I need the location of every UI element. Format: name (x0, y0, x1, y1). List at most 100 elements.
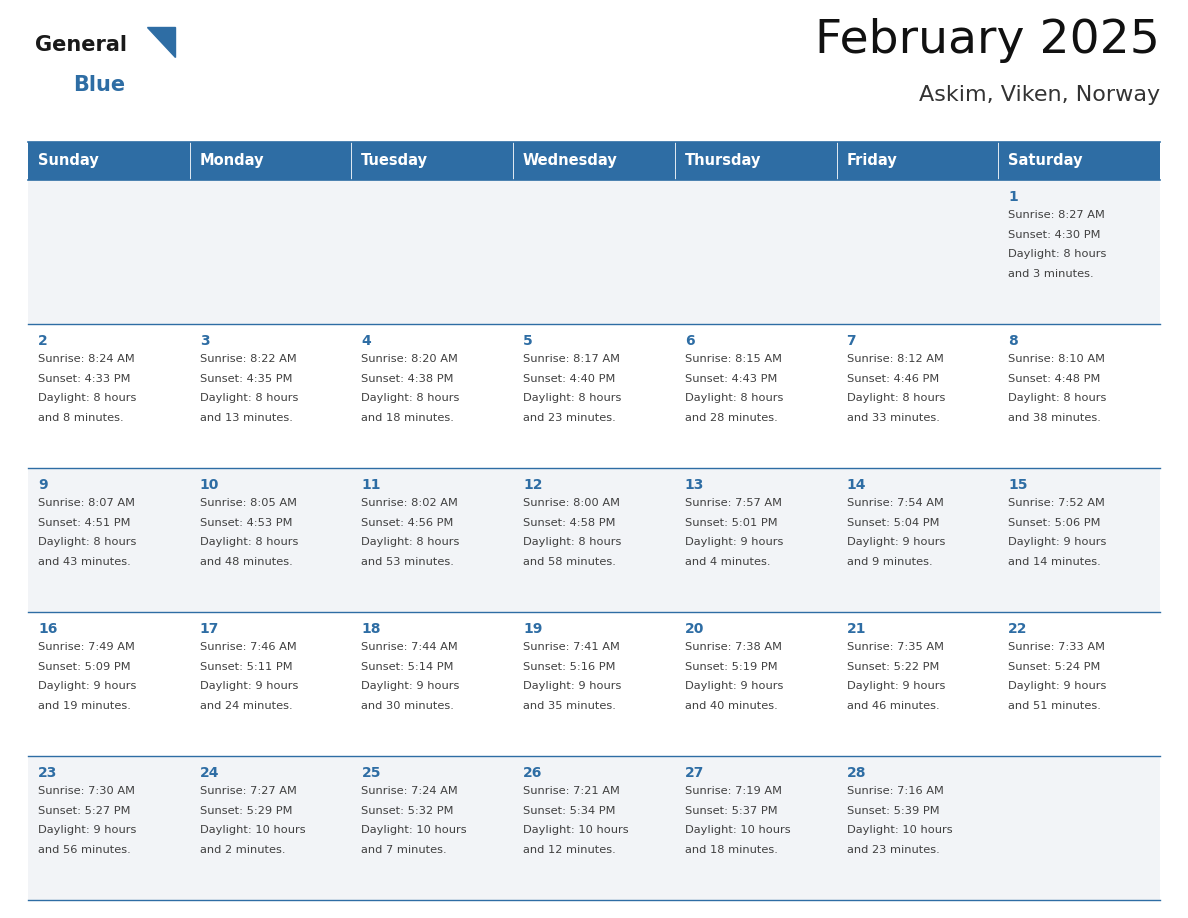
Text: Daylight: 10 hours: Daylight: 10 hours (847, 825, 953, 835)
Text: and 7 minutes.: and 7 minutes. (361, 845, 447, 855)
Text: Sunrise: 7:46 AM: Sunrise: 7:46 AM (200, 643, 297, 653)
Text: 6: 6 (684, 334, 695, 348)
Text: Sunrise: 8:20 AM: Sunrise: 8:20 AM (361, 354, 459, 364)
Text: Sunrise: 8:15 AM: Sunrise: 8:15 AM (684, 354, 782, 364)
Text: Sunrise: 7:44 AM: Sunrise: 7:44 AM (361, 643, 459, 653)
Text: 9: 9 (38, 478, 48, 492)
Bar (352, 468, 513, 612)
Text: Sunrise: 8:02 AM: Sunrise: 8:02 AM (361, 498, 459, 509)
Bar (190, 468, 352, 612)
Text: 23: 23 (38, 766, 57, 780)
Text: 15: 15 (1009, 478, 1028, 492)
Text: Daylight: 9 hours: Daylight: 9 hours (684, 537, 783, 547)
Text: Sunrise: 7:16 AM: Sunrise: 7:16 AM (847, 787, 943, 797)
Bar (29, 324, 190, 468)
Bar (29, 612, 190, 756)
Bar (998, 180, 1159, 324)
Text: Daylight: 8 hours: Daylight: 8 hours (200, 394, 298, 404)
Bar (675, 180, 836, 324)
Bar (29, 468, 190, 612)
Text: 10: 10 (200, 478, 219, 492)
Text: 2: 2 (38, 334, 48, 348)
Bar (352, 142, 513, 180)
Text: Sunset: 4:53 PM: Sunset: 4:53 PM (200, 518, 292, 528)
Text: 16: 16 (38, 622, 57, 636)
Text: Daylight: 9 hours: Daylight: 9 hours (684, 681, 783, 691)
Text: Sunrise: 8:22 AM: Sunrise: 8:22 AM (200, 354, 297, 364)
Bar (836, 180, 998, 324)
Text: and 48 minutes.: and 48 minutes. (200, 557, 292, 567)
Text: Sunrise: 7:19 AM: Sunrise: 7:19 AM (684, 787, 782, 797)
Bar (836, 324, 998, 468)
Bar (675, 324, 836, 468)
Text: and 40 minutes.: and 40 minutes. (684, 701, 778, 711)
Bar (998, 756, 1159, 900)
Text: and 51 minutes.: and 51 minutes. (1009, 701, 1101, 711)
Bar (998, 142, 1159, 180)
Text: 3: 3 (200, 334, 209, 348)
Text: Thursday: Thursday (684, 153, 762, 169)
Text: and 4 minutes.: and 4 minutes. (684, 557, 770, 567)
Text: Sunset: 5:32 PM: Sunset: 5:32 PM (361, 806, 454, 816)
Text: Sunrise: 7:35 AM: Sunrise: 7:35 AM (847, 643, 943, 653)
Polygon shape (147, 27, 175, 57)
Text: 14: 14 (847, 478, 866, 492)
Text: Sunrise: 7:57 AM: Sunrise: 7:57 AM (684, 498, 782, 509)
Text: Sunrise: 8:12 AM: Sunrise: 8:12 AM (847, 354, 943, 364)
Text: Sunrise: 7:33 AM: Sunrise: 7:33 AM (1009, 643, 1105, 653)
Text: and 35 minutes.: and 35 minutes. (523, 701, 617, 711)
Text: and 13 minutes.: and 13 minutes. (200, 413, 292, 423)
Text: Tuesday: Tuesday (361, 153, 428, 169)
Text: 8: 8 (1009, 334, 1018, 348)
Bar (513, 180, 675, 324)
Text: Daylight: 8 hours: Daylight: 8 hours (361, 394, 460, 404)
Bar (352, 180, 513, 324)
Text: and 18 minutes.: and 18 minutes. (684, 845, 778, 855)
Text: Friday: Friday (846, 153, 897, 169)
Text: Sunday: Sunday (38, 153, 99, 169)
Bar (190, 142, 352, 180)
Text: Sunset: 4:33 PM: Sunset: 4:33 PM (38, 374, 131, 384)
Text: 22: 22 (1009, 622, 1028, 636)
Text: Daylight: 8 hours: Daylight: 8 hours (1009, 394, 1107, 404)
Text: 13: 13 (684, 478, 704, 492)
Bar (836, 756, 998, 900)
Bar (513, 612, 675, 756)
Text: Sunset: 5:04 PM: Sunset: 5:04 PM (847, 518, 939, 528)
Text: and 19 minutes.: and 19 minutes. (38, 701, 131, 711)
Bar (513, 142, 675, 180)
Text: Daylight: 10 hours: Daylight: 10 hours (361, 825, 467, 835)
Text: 26: 26 (523, 766, 543, 780)
Text: 20: 20 (684, 622, 704, 636)
Text: Sunset: 4:40 PM: Sunset: 4:40 PM (523, 374, 615, 384)
Text: Sunrise: 7:27 AM: Sunrise: 7:27 AM (200, 787, 297, 797)
Text: and 9 minutes.: and 9 minutes. (847, 557, 933, 567)
Text: Daylight: 10 hours: Daylight: 10 hours (200, 825, 305, 835)
Text: Daylight: 9 hours: Daylight: 9 hours (1009, 537, 1107, 547)
Text: and 30 minutes.: and 30 minutes. (361, 701, 454, 711)
Text: Sunset: 5:14 PM: Sunset: 5:14 PM (361, 662, 454, 672)
Bar (675, 756, 836, 900)
Bar (29, 756, 190, 900)
Text: and 33 minutes.: and 33 minutes. (847, 413, 940, 423)
Text: and 28 minutes.: and 28 minutes. (684, 413, 778, 423)
Bar (352, 756, 513, 900)
Text: and 58 minutes.: and 58 minutes. (523, 557, 617, 567)
Text: 19: 19 (523, 622, 543, 636)
Text: Sunrise: 8:27 AM: Sunrise: 8:27 AM (1009, 210, 1105, 220)
Bar (190, 756, 352, 900)
Text: Sunset: 4:43 PM: Sunset: 4:43 PM (684, 374, 777, 384)
Text: Daylight: 9 hours: Daylight: 9 hours (847, 681, 944, 691)
Text: Daylight: 8 hours: Daylight: 8 hours (523, 394, 621, 404)
Text: Sunrise: 7:24 AM: Sunrise: 7:24 AM (361, 787, 459, 797)
Text: Sunset: 4:46 PM: Sunset: 4:46 PM (847, 374, 939, 384)
Text: Sunset: 4:30 PM: Sunset: 4:30 PM (1009, 230, 1101, 240)
Bar (190, 612, 352, 756)
Text: Sunset: 4:51 PM: Sunset: 4:51 PM (38, 518, 131, 528)
Text: and 3 minutes.: and 3 minutes. (1009, 269, 1094, 279)
Text: Sunrise: 8:00 AM: Sunrise: 8:00 AM (523, 498, 620, 509)
Text: Sunrise: 8:10 AM: Sunrise: 8:10 AM (1009, 354, 1105, 364)
Text: Askim, Viken, Norway: Askim, Viken, Norway (918, 85, 1159, 105)
Text: Sunrise: 7:49 AM: Sunrise: 7:49 AM (38, 643, 135, 653)
Text: Daylight: 8 hours: Daylight: 8 hours (847, 394, 944, 404)
